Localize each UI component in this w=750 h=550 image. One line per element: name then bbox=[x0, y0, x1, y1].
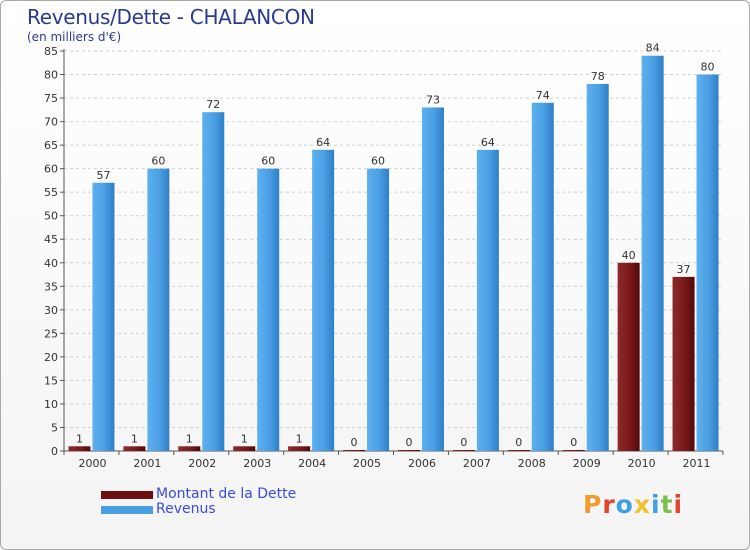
bar-revenus bbox=[696, 74, 719, 451]
data-label: 1 bbox=[296, 432, 303, 445]
x-tick-label: 2005 bbox=[353, 457, 381, 470]
y-tick-label: 55 bbox=[44, 186, 58, 199]
chart-title: Revenus/Dette - CHALANCON bbox=[27, 5, 315, 29]
y-tick-label: 40 bbox=[44, 257, 58, 270]
bar-debt bbox=[233, 446, 256, 451]
bar-debt bbox=[343, 450, 366, 451]
logo-letter: r bbox=[602, 490, 616, 519]
bar-revenus bbox=[421, 107, 444, 452]
data-label: 74 bbox=[536, 89, 550, 102]
bar-revenus bbox=[92, 182, 115, 451]
data-label: 0 bbox=[405, 436, 412, 449]
legend-swatch-debt bbox=[101, 491, 153, 499]
data-label: 37 bbox=[677, 263, 691, 276]
y-tick-label: 5 bbox=[51, 421, 58, 434]
x-tick-label: 2004 bbox=[298, 457, 326, 470]
bar-debt bbox=[178, 446, 201, 451]
chart-subtitle: (en milliers d'€) bbox=[27, 30, 122, 44]
bar-revenus bbox=[312, 149, 335, 451]
label-layer: 1 57 1 60 1 72 1 60 1 64 0 60 0 73 0 64 0 74 0 78 40 84 37 80 bbox=[76, 42, 715, 449]
bar-debt bbox=[397, 450, 420, 451]
bar-revenus bbox=[586, 83, 609, 452]
data-label: 0 bbox=[351, 436, 358, 449]
data-label: 1 bbox=[131, 432, 138, 445]
data-label: 64 bbox=[316, 136, 330, 149]
data-label: 64 bbox=[481, 136, 495, 149]
x-tick-label: 2003 bbox=[243, 457, 271, 470]
bar-debt bbox=[68, 446, 91, 451]
logo-letter: P bbox=[583, 490, 603, 519]
bar-revenus bbox=[257, 168, 280, 451]
data-label: 73 bbox=[426, 93, 440, 106]
grid-layer bbox=[64, 50, 723, 452]
bar-debt bbox=[672, 276, 695, 451]
x-tick-label: 2011 bbox=[683, 457, 711, 470]
y-tick-label: 70 bbox=[44, 116, 58, 129]
data-label: 84 bbox=[646, 42, 660, 55]
data-label: 78 bbox=[591, 70, 605, 83]
legend-swatch-revenus bbox=[101, 506, 153, 514]
y-tick-label: 25 bbox=[44, 327, 58, 340]
data-label: 0 bbox=[570, 436, 577, 449]
bar-revenus bbox=[202, 112, 225, 452]
x-tick-label: 2010 bbox=[628, 457, 656, 470]
y-tick-label: 20 bbox=[44, 351, 58, 364]
data-label: 40 bbox=[622, 249, 636, 262]
bar-debt bbox=[507, 450, 530, 451]
y-tick-label: 80 bbox=[44, 69, 58, 82]
y-tick-label: 35 bbox=[44, 280, 58, 293]
x-tick-label: 2006 bbox=[408, 457, 436, 470]
data-label: 60 bbox=[151, 155, 165, 168]
data-label: 60 bbox=[371, 155, 385, 168]
x-tick-label: 2002 bbox=[188, 457, 216, 470]
y-tick-label: 50 bbox=[44, 210, 58, 223]
data-label: 80 bbox=[701, 61, 715, 74]
bar-debt bbox=[288, 446, 311, 451]
x-tick-label: 2001 bbox=[133, 457, 161, 470]
data-label: 0 bbox=[460, 436, 467, 449]
data-label: 1 bbox=[76, 432, 83, 445]
proxiti-logo: Proxiti bbox=[583, 490, 683, 519]
data-label: 60 bbox=[261, 155, 275, 168]
legend-label-debt: Montant de la Dette bbox=[156, 486, 297, 502]
data-label: 1 bbox=[186, 432, 193, 445]
x-tick-label: 2000 bbox=[78, 457, 106, 470]
data-label: 1 bbox=[241, 432, 248, 445]
bar-debt bbox=[617, 262, 640, 451]
y-tick-label: 45 bbox=[44, 233, 58, 246]
data-label: 0 bbox=[515, 436, 522, 449]
x-tick-label: 2009 bbox=[573, 457, 601, 470]
y-tick-label: 65 bbox=[44, 139, 58, 152]
bar-debt bbox=[452, 450, 475, 451]
data-label: 72 bbox=[206, 98, 220, 111]
y-tick-label: 85 bbox=[44, 45, 58, 58]
data-label: 57 bbox=[96, 169, 110, 182]
logo-letter: i bbox=[673, 490, 684, 519]
y-tick-label: 30 bbox=[44, 304, 58, 317]
logo-letter: t bbox=[660, 490, 674, 519]
y-tick-label: 10 bbox=[44, 398, 58, 411]
logo-letter: x bbox=[633, 490, 651, 519]
bar-debt bbox=[123, 446, 146, 451]
bar-debt bbox=[562, 450, 585, 451]
bar-layer bbox=[68, 55, 719, 452]
y-tick-label: 75 bbox=[44, 92, 58, 105]
bar-revenus bbox=[641, 55, 664, 452]
x-tick-label: 2008 bbox=[518, 457, 546, 470]
legend-label-revenus: Revenus bbox=[156, 501, 216, 517]
logo-letter: o bbox=[615, 490, 634, 519]
logo-letter: i bbox=[651, 490, 661, 519]
bar-revenus bbox=[531, 102, 554, 451]
y-tick-label: 60 bbox=[44, 163, 58, 176]
bar-revenus bbox=[367, 168, 390, 451]
y-tick-label: 0 bbox=[51, 445, 58, 458]
bar-revenus bbox=[147, 168, 170, 451]
x-tick-label: 2007 bbox=[463, 457, 491, 470]
bar-revenus bbox=[476, 149, 499, 451]
y-tick-label: 15 bbox=[44, 374, 58, 387]
